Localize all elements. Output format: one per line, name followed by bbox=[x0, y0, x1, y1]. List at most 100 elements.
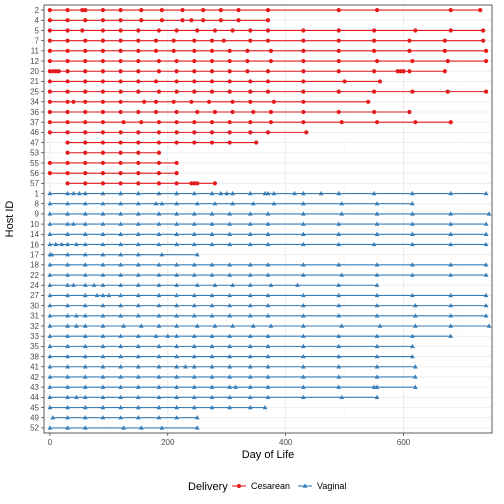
y-tick-label: 49 bbox=[30, 414, 39, 423]
data-point bbox=[136, 89, 141, 94]
y-tick-label: 10 bbox=[30, 220, 39, 229]
data-point bbox=[83, 7, 88, 13]
host-series-24 bbox=[47, 282, 380, 287]
data-point bbox=[410, 58, 415, 64]
data-point bbox=[47, 58, 52, 64]
host-series-21 bbox=[47, 79, 383, 84]
data-point bbox=[265, 79, 271, 84]
data-point bbox=[159, 252, 165, 257]
data-point bbox=[118, 201, 123, 206]
data-point bbox=[301, 333, 306, 338]
data-point bbox=[268, 48, 274, 53]
y-tick-label: 22 bbox=[30, 271, 39, 280]
data-point bbox=[65, 190, 70, 196]
data-point bbox=[248, 130, 253, 135]
y-tick-label: 17 bbox=[30, 250, 39, 259]
y-tick-label: 5 bbox=[35, 26, 40, 35]
data-point bbox=[135, 211, 141, 216]
data-point bbox=[47, 211, 53, 216]
data-point bbox=[247, 272, 253, 277]
y-tick-label: 45 bbox=[30, 403, 39, 412]
host-series-11 bbox=[47, 48, 489, 53]
data-point bbox=[212, 323, 218, 328]
data-point bbox=[83, 18, 88, 23]
data-point bbox=[265, 374, 271, 379]
data-point bbox=[413, 313, 418, 318]
data-point bbox=[65, 404, 70, 410]
data-point bbox=[83, 150, 88, 155]
data-point bbox=[118, 313, 123, 318]
data-point bbox=[47, 18, 52, 23]
data-point bbox=[442, 38, 447, 43]
data-point bbox=[59, 241, 65, 247]
data-point bbox=[191, 231, 197, 236]
data-point bbox=[100, 48, 106, 53]
y-tick-label: 12 bbox=[30, 57, 39, 66]
data-point bbox=[372, 28, 377, 33]
data-point bbox=[174, 394, 179, 400]
legend-item-cesarean: Cesarean bbox=[232, 481, 290, 491]
data-point bbox=[304, 130, 309, 135]
data-point bbox=[247, 374, 253, 379]
host-series-52 bbox=[47, 425, 200, 430]
data-point bbox=[230, 99, 235, 104]
data-point bbox=[301, 89, 306, 94]
host-series-14 bbox=[47, 231, 489, 236]
data-point bbox=[174, 333, 179, 338]
data-point bbox=[83, 48, 88, 53]
plot-border bbox=[43, 4, 493, 434]
data-point bbox=[209, 394, 215, 400]
data-point bbox=[372, 109, 377, 115]
data-point bbox=[413, 384, 418, 389]
y-axis-title: Host ID bbox=[4, 201, 16, 238]
data-point bbox=[265, 231, 271, 236]
data-point bbox=[395, 69, 400, 74]
data-point bbox=[483, 262, 489, 267]
data-point bbox=[65, 58, 70, 64]
data-point bbox=[483, 292, 489, 298]
y-tick-label: 2 bbox=[35, 6, 40, 15]
data-point bbox=[336, 38, 341, 43]
data-point bbox=[191, 211, 197, 216]
data-point bbox=[135, 374, 141, 379]
data-point bbox=[247, 303, 253, 308]
host-series-46 bbox=[47, 130, 309, 135]
data-point bbox=[413, 28, 418, 33]
data-point bbox=[100, 140, 106, 145]
data-point bbox=[372, 89, 377, 94]
data-point bbox=[191, 384, 197, 389]
data-point bbox=[268, 282, 274, 287]
data-point bbox=[136, 181, 141, 186]
data-point bbox=[156, 58, 162, 64]
data-point bbox=[209, 58, 215, 64]
data-point bbox=[301, 190, 306, 196]
data-point bbox=[65, 252, 70, 257]
data-point bbox=[118, 89, 123, 94]
data-point bbox=[224, 190, 230, 196]
data-point bbox=[156, 394, 162, 400]
data-point bbox=[195, 181, 200, 186]
data-point bbox=[174, 130, 179, 135]
data-point bbox=[194, 252, 200, 257]
data-point bbox=[410, 201, 415, 206]
y-tick-label: 41 bbox=[30, 363, 39, 372]
data-point bbox=[227, 89, 232, 94]
data-point bbox=[174, 28, 179, 33]
data-point bbox=[135, 282, 141, 287]
data-point bbox=[156, 282, 162, 287]
data-point bbox=[156, 303, 162, 308]
host-series-43 bbox=[47, 384, 418, 389]
data-point bbox=[74, 241, 79, 247]
data-point bbox=[191, 343, 197, 349]
data-point bbox=[180, 7, 185, 13]
x-tick-label: 600 bbox=[397, 438, 411, 447]
host-series-57 bbox=[65, 181, 218, 186]
data-point bbox=[136, 130, 141, 135]
data-point bbox=[448, 241, 454, 247]
data-point bbox=[180, 18, 185, 23]
data-point bbox=[413, 374, 418, 379]
data-point bbox=[245, 58, 250, 64]
data-point bbox=[121, 323, 126, 328]
data-point bbox=[254, 140, 259, 145]
data-point bbox=[448, 211, 454, 216]
